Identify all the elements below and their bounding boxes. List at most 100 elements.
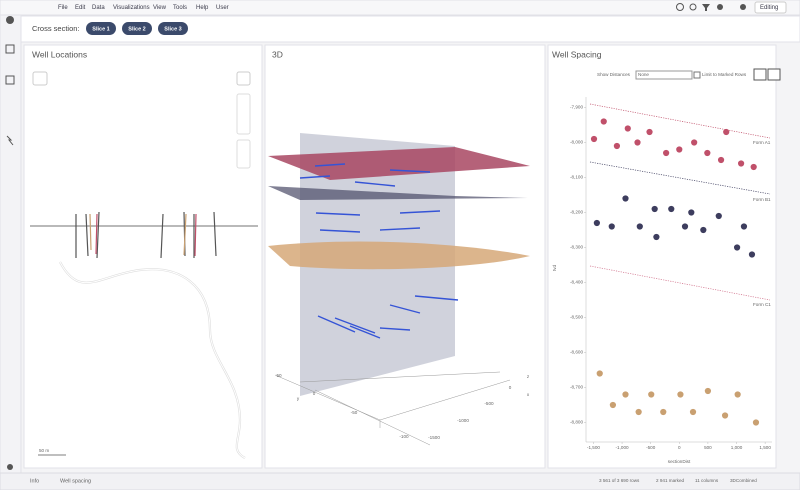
cross-section-label: Cross section: <box>32 24 80 33</box>
axis-label-3d: -500 <box>484 401 494 406</box>
tab[interactable]: Well spacing <box>60 478 91 484</box>
scatter-point <box>622 195 629 202</box>
control-label: Limit to Marked Rows <box>702 72 747 77</box>
slice-button[interactable] <box>158 22 188 35</box>
menu-bar <box>0 0 800 16</box>
x-tick-label: 1,000 <box>731 445 743 450</box>
y-tick-label: -8,600 <box>570 350 583 355</box>
control-label: Show Distances <box>597 72 631 77</box>
lightning-icon[interactable] <box>6 135 14 146</box>
scatter-point <box>668 205 675 213</box>
axis-label-3d: y <box>297 396 300 401</box>
scatter-point <box>700 226 707 234</box>
panel-title: 3D <box>272 49 283 59</box>
x-axis-label: sectionDist <box>668 459 691 464</box>
menu-item[interactable]: Tools <box>173 5 187 11</box>
well-traces-red <box>95 213 197 257</box>
menu-item[interactable]: Help <box>196 5 209 11</box>
select-value[interactable]: None <box>638 72 649 77</box>
notification-icon[interactable] <box>740 4 746 10</box>
menu-item[interactable]: View <box>153 5 167 11</box>
menu-item[interactable]: Data <box>92 5 105 11</box>
zoom-search-button[interactable] <box>236 71 251 86</box>
scatter-point <box>622 391 629 398</box>
axis-label-3d: 0 <box>313 391 316 396</box>
y-tick-label: -8,200 <box>570 210 583 215</box>
road-center <box>59 261 246 459</box>
scatter-point <box>653 233 660 241</box>
panel-title: Well Locations <box>32 49 87 59</box>
add-icon[interactable] <box>6 16 14 24</box>
limit-checkbox[interactable] <box>693 71 701 79</box>
axis-label-3d: z <box>527 374 530 379</box>
slice-button[interactable] <box>86 22 116 35</box>
well-locations-panel <box>23 44 263 469</box>
search-icon[interactable] <box>689 3 697 11</box>
scatter-point <box>737 160 745 167</box>
mode-select[interactable] <box>754 1 787 14</box>
scatter-point <box>651 205 658 213</box>
x-tick-label: -1,000 <box>616 445 629 450</box>
scatter-point <box>704 387 712 395</box>
scatter-point <box>600 118 607 125</box>
axis-label-3d: -100 <box>399 434 409 439</box>
scatter-point <box>596 370 603 377</box>
panel-title: Well Spacing <box>552 49 602 59</box>
axis-label-3d: -1000 <box>457 418 469 423</box>
tool-button[interactable] <box>767 68 781 81</box>
y-tick-label: -8,800 <box>570 420 583 425</box>
axis-label-3d: 50 <box>276 373 282 378</box>
scatter-point <box>624 125 631 132</box>
scatter-point <box>704 149 711 157</box>
table-icon[interactable] <box>5 44 15 54</box>
zoom-controls[interactable] <box>236 93 251 135</box>
sync-icon[interactable] <box>676 3 684 11</box>
axis-label-3d: 0 <box>509 385 512 390</box>
scatter-point <box>748 251 756 258</box>
x-tick-label: -500 <box>646 445 656 450</box>
status-bar <box>0 472 800 490</box>
filter-icon[interactable] <box>702 4 710 11</box>
slice-label[interactable]: Slice 2 <box>128 26 145 32</box>
y-axis-label: tvd <box>552 264 557 271</box>
tab[interactable]: Info <box>30 478 39 484</box>
chart-icon[interactable] <box>5 75 15 85</box>
scatter-point <box>646 128 653 136</box>
well-paths-3d <box>299 163 459 339</box>
tool-button[interactable] <box>753 68 767 81</box>
menu-item[interactable]: Visualizations <box>113 5 150 11</box>
rows-count: 3 561 of 3 690 rows <box>599 478 640 483</box>
surface-a1 <box>268 147 530 180</box>
scatter-point <box>733 244 741 251</box>
settings-icon[interactable] <box>717 4 723 10</box>
slice-label[interactable]: Slice 3 <box>164 26 181 32</box>
scatter-point <box>752 419 760 426</box>
well-traces-tan <box>89 213 187 256</box>
distance-select[interactable] <box>635 70 693 80</box>
scatter-point <box>734 391 741 398</box>
x-tick-label: -1,500 <box>587 445 600 450</box>
scatter-point <box>740 223 748 230</box>
menu-item[interactable]: Edit <box>75 5 86 11</box>
slice-button[interactable] <box>122 22 152 35</box>
slice-label[interactable]: Slice 1 <box>92 26 109 32</box>
axis-label-3d: -50 <box>351 410 358 415</box>
formation-label: Form B1 <box>753 197 771 202</box>
scatter-point <box>648 391 655 398</box>
scatter-point <box>635 408 642 416</box>
x-tick-label: 500 <box>704 445 712 450</box>
scatter-point <box>593 219 600 227</box>
axis-label-3d: -1500 <box>428 435 440 440</box>
menu-item[interactable]: User <box>216 5 229 11</box>
scatter-point <box>688 209 695 216</box>
scatter-point <box>689 408 697 416</box>
formation-lines <box>589 103 771 301</box>
axis-box-3d <box>274 371 511 446</box>
tool-controls[interactable] <box>236 139 251 169</box>
menu-item[interactable]: File <box>58 5 68 11</box>
scatter-point <box>677 391 684 398</box>
layer-button[interactable] <box>32 71 48 86</box>
share-icon[interactable] <box>7 464 13 470</box>
columns-count: 11 columns <box>695 478 719 483</box>
